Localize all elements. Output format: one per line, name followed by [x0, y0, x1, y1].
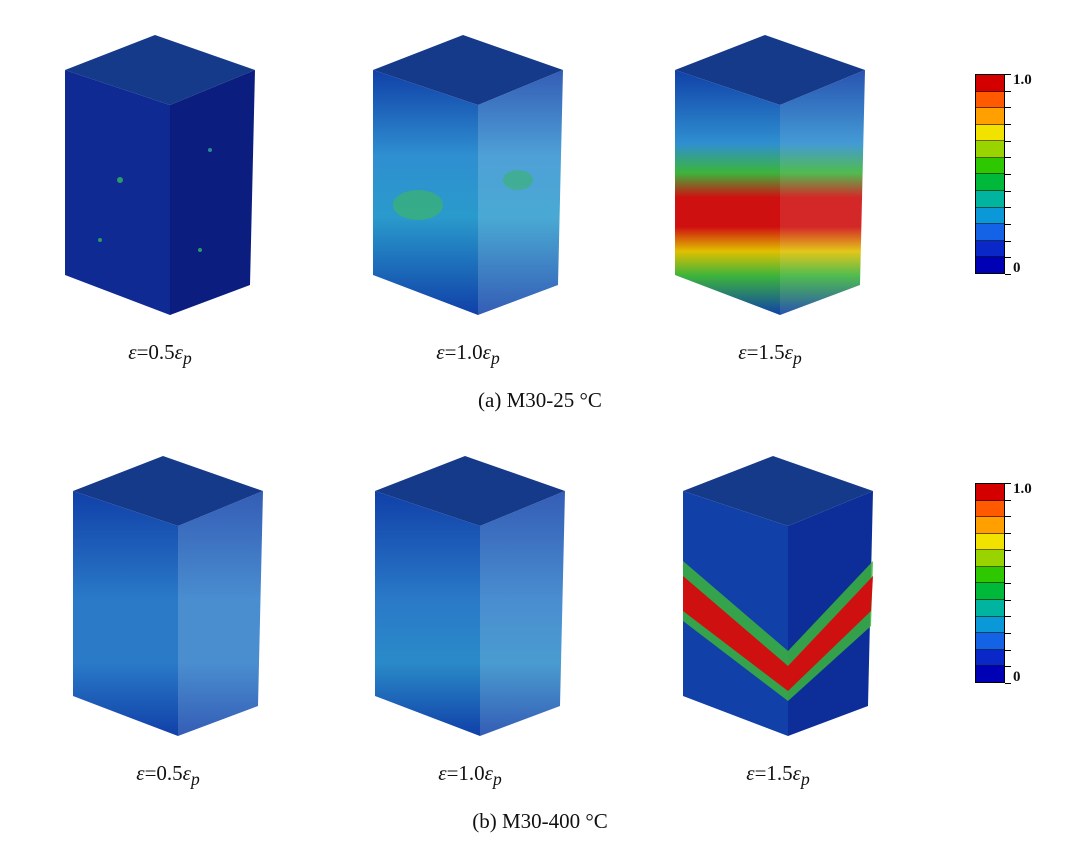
cube-b-low-strain: [68, 451, 268, 741]
legend-tick: [1005, 274, 1011, 275]
legend-color-segment: [976, 75, 1004, 92]
legend-tick: [1005, 516, 1011, 518]
legend-tick: [1005, 107, 1011, 109]
legend-ticks: [1005, 74, 1013, 275]
legend-color-segment: [976, 224, 1004, 241]
legend-tick: [1005, 140, 1011, 142]
strain-label: ε=0.5εp: [128, 340, 192, 369]
legend-color-segment: [976, 91, 1004, 109]
legend-tick: [1005, 207, 1011, 209]
legend-color-segment: [976, 157, 1004, 175]
legend-tick: [1005, 666, 1011, 668]
legend-color-segment: [976, 174, 1004, 192]
legend-color-segment: [976, 517, 1004, 534]
legend-tick: [1005, 74, 1011, 75]
legend-ticks: [1005, 483, 1013, 684]
legend-tick: [1005, 224, 1011, 225]
legend-color-segment: [976, 484, 1004, 501]
legend-tick: [1005, 533, 1011, 534]
legend-tick: [1005, 124, 1011, 125]
strain-label: ε=1.0εp: [438, 761, 502, 790]
legend-color-segment: [976, 500, 1004, 518]
legend-tick: [1005, 599, 1011, 601]
color-legend: 1.0 0: [975, 72, 1065, 284]
legend-tick: [1005, 190, 1011, 192]
color-legend: 1.0 0: [975, 481, 1065, 693]
cube-b-high-strain: [678, 451, 878, 741]
legend-color-segment: [976, 649, 1004, 667]
cube-b-mid-strain: [370, 451, 570, 741]
legend-tick: [1005, 257, 1011, 259]
legend-tick: [1005, 583, 1011, 584]
legend-color-segment: [976, 257, 1004, 273]
legend-color-segment: [976, 566, 1004, 584]
legend-color-segment: [976, 600, 1004, 617]
cube-a-low-strain: [60, 30, 260, 320]
legend-tick: [1005, 633, 1011, 634]
strain-label: ε=1.5εp: [738, 340, 802, 369]
panel-caption: (a) M30-25 °C: [478, 388, 602, 412]
legend-tick: [1005, 240, 1011, 242]
legend-tick: [1005, 549, 1011, 551]
legend-tick: [1005, 566, 1011, 568]
legend-max-label: 1.0: [1013, 481, 1032, 497]
panel-b: ε=0.5εp ε=1.0εp ε=1.5εp (b) M30-400 °C 1…: [0, 421, 1080, 842]
legend-tick: [1005, 174, 1011, 175]
legend-tick: [1005, 683, 1011, 684]
legend-min-label: 0: [1013, 669, 1021, 685]
legend-color-segment: [976, 633, 1004, 650]
legend-color-segment: [976, 550, 1004, 567]
legend-tick: [1005, 157, 1011, 159]
legend-color-segment: [976, 666, 1004, 682]
legend-color-segment: [976, 207, 1004, 225]
legend-tick: [1005, 649, 1011, 651]
legend-tick: [1005, 616, 1011, 618]
legend-color-segment: [976, 108, 1004, 125]
panel-caption: (b) M30-400 °C: [472, 809, 608, 833]
strain-label: ε=1.5εp: [746, 761, 810, 790]
legend-tick: [1005, 483, 1011, 484]
legend-color-segment: [976, 191, 1004, 208]
strain-label: ε=0.5εp: [136, 761, 200, 790]
strain-label: ε=1.0εp: [436, 340, 500, 369]
panel-a: ε=0.5εp ε=1.0εp ε=1.5εp (a) M30-25 °C 1.…: [60, 30, 1065, 412]
cube-a-high-strain: [670, 30, 870, 320]
cube-a-mid-strain: [368, 30, 568, 320]
legend-color-bar: [975, 483, 1005, 683]
legend-color-segment: [976, 616, 1004, 634]
legend-color-bar: [975, 74, 1005, 274]
legend-min-label: 0: [1013, 260, 1021, 276]
legend-max-label: 1.0: [1013, 72, 1032, 88]
legend-color-segment: [976, 583, 1004, 601]
legend-color-segment: [976, 533, 1004, 551]
legend-tick: [1005, 499, 1011, 501]
legend-color-segment: [976, 240, 1004, 258]
legend-tick: [1005, 90, 1011, 92]
legend-color-segment: [976, 141, 1004, 158]
legend-color-segment: [976, 124, 1004, 142]
